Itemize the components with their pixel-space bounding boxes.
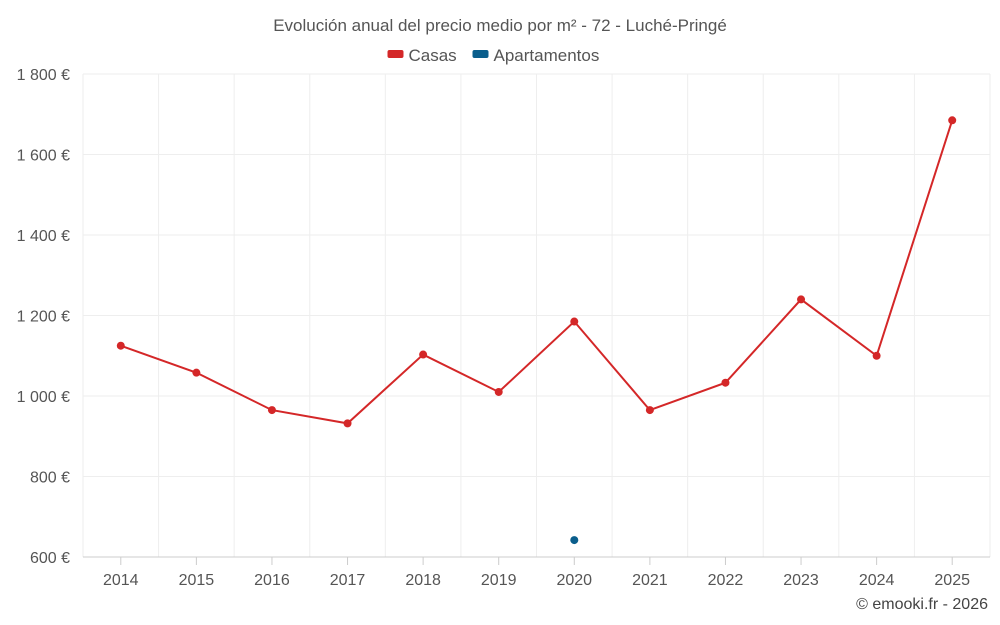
x-tick-label: 2021 [632, 572, 668, 589]
credit-text: © emooki.fr - 2026 [856, 596, 988, 613]
y-tick-label: 800 € [30, 470, 70, 487]
series-line-casas [120, 119, 954, 425]
legend-item-casas[interactable]: Casas [387, 46, 457, 65]
series-group [116, 116, 957, 545]
legend-item-apartamentos[interactable]: Apartamentos [472, 46, 600, 65]
data-point-casas[interactable] [948, 116, 957, 125]
x-tick-label: 2023 [783, 572, 819, 589]
data-point-casas[interactable] [645, 406, 654, 415]
data-point-casas[interactable] [116, 341, 125, 350]
data-point-casas[interactable] [721, 378, 730, 387]
data-point-casas[interactable] [192, 368, 201, 377]
data-point-casas[interactable] [494, 387, 503, 396]
x-tick-label: 2020 [556, 572, 592, 589]
x-tick-label: 2015 [179, 572, 215, 589]
y-tick-label: 1 000 € [17, 389, 70, 406]
x-tick-label: 2018 [405, 572, 441, 589]
y-tick-label: 1 600 € [17, 148, 70, 165]
x-tick-label: 2014 [103, 572, 139, 589]
y-tick-label: 1 800 € [17, 67, 70, 84]
y-axis-ticks: 600 € 800 € 1 000 € 1 200 € 1 400 € 1 600 € 1 … [17, 67, 70, 567]
legend-swatch [472, 50, 489, 58]
chart-title: Evolución anual del precio medio por m² … [273, 16, 727, 35]
x-tick-label: 2022 [708, 572, 744, 589]
x-tick-label: 2025 [934, 572, 970, 589]
x-axis-ticks: 2014 2015 2016 2017 2018 2019 2020 2021 2022 2023… [103, 557, 970, 589]
data-point-casas[interactable] [797, 295, 806, 304]
data-point-casas[interactable] [872, 351, 881, 360]
data-point-casas[interactable] [343, 419, 352, 428]
data-point-casas[interactable] [419, 350, 428, 359]
data-point-casas[interactable] [570, 317, 579, 326]
x-tick-label: 2017 [330, 572, 366, 589]
legend-label: Apartamentos [494, 46, 600, 65]
data-point-apartamentos[interactable] [570, 536, 579, 545]
x-tick-label: 2016 [254, 572, 290, 589]
x-tick-label: 2019 [481, 572, 517, 589]
legend-label: Casas [409, 46, 457, 65]
data-point-casas[interactable] [267, 406, 276, 415]
grid-lines [82, 73, 991, 558]
y-tick-label: 1 200 € [17, 309, 70, 326]
y-tick-label: 600 € [30, 550, 70, 567]
legend-swatch [387, 50, 404, 58]
x-tick-label: 2024 [859, 572, 895, 589]
chart-legend: Casas Apartamentos [387, 46, 600, 65]
y-tick-label: 1 400 € [17, 228, 70, 245]
